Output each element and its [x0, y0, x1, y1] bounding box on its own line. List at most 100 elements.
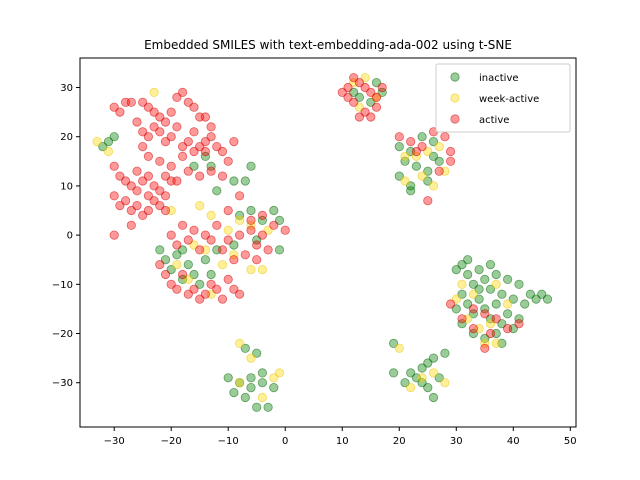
point-active-82: [280, 225, 290, 235]
y-tick-label-3: 0: [67, 231, 73, 242]
point-active-73: [178, 220, 188, 230]
point-inactive-17: [229, 240, 239, 250]
points-layer: [92, 73, 553, 412]
point-active-106: [229, 284, 239, 294]
point-active-39: [178, 151, 188, 161]
point-active-108: [223, 205, 233, 216]
point-inactive-68: [428, 353, 439, 363]
point-week-active-34: [417, 171, 427, 181]
point-active-8: [160, 117, 171, 127]
point-active-79: [246, 225, 256, 235]
y-tick-label-1: −20: [52, 329, 73, 340]
point-active-81: [269, 220, 279, 230]
point-inactive-4: [200, 151, 210, 161]
point-active-45: [195, 171, 205, 181]
legend-marker-week-active: [450, 93, 460, 103]
point-active-127: [394, 132, 404, 142]
point-active-25: [178, 142, 188, 152]
point-active-37: [155, 156, 165, 166]
point-inactive-72: [440, 348, 450, 358]
point-inactive-12: [257, 215, 267, 225]
point-inactive-38: [240, 392, 250, 403]
point-week-active-12: [257, 264, 267, 275]
point-active-76: [212, 220, 222, 230]
point-active-33: [223, 156, 233, 166]
point-active-46: [206, 166, 216, 176]
point-active-91: [252, 240, 262, 250]
point-inactive-23: [183, 259, 193, 270]
point-inactive-8: [240, 176, 250, 186]
point-inactive-109: [514, 279, 524, 289]
point-active-57: [160, 191, 171, 201]
point-active-47: [217, 171, 228, 181]
point-inactive-13: [269, 205, 279, 216]
point-inactive-82: [497, 289, 507, 299]
x-tick-label-5: 20: [393, 436, 406, 447]
point-active-44: [183, 166, 193, 176]
point-week-active-15: [217, 259, 228, 270]
point-inactive-78: [474, 264, 484, 275]
point-inactive-89: [480, 304, 490, 314]
point-active-59: [109, 191, 119, 201]
point-inactive-40: [263, 402, 273, 412]
point-inactive-46: [377, 87, 387, 98]
point-active-133: [445, 156, 456, 166]
point-active-134: [434, 166, 444, 176]
point-inactive-36: [269, 382, 279, 393]
point-active-3: [126, 97, 136, 107]
point-week-active-22: [274, 368, 285, 378]
point-inactive-34: [246, 373, 256, 383]
point-week-active-41: [440, 378, 450, 388]
point-inactive-87: [468, 309, 478, 319]
point-active-68: [160, 205, 171, 216]
point-week-active-35: [400, 176, 410, 186]
point-week-active-16: [172, 259, 182, 270]
x-tick-label-8: 50: [564, 436, 577, 447]
y-tick-label-2: −10: [52, 280, 73, 291]
point-week-active-19: [235, 338, 245, 348]
point-active-137: [445, 299, 456, 309]
point-active-19: [143, 132, 153, 142]
point-inactive-51: [428, 137, 439, 147]
point-inactive-2: [109, 132, 119, 142]
point-active-54: [143, 171, 153, 181]
point-week-active-47: [480, 338, 490, 348]
point-week-active-30: [411, 151, 421, 161]
legend-box: [435, 63, 571, 133]
x-tick-label-3: 0: [282, 436, 288, 447]
point-week-active-49: [468, 289, 478, 299]
point-active-89: [229, 255, 239, 265]
point-active-48: [109, 161, 119, 171]
x-tick-label-4: 10: [336, 436, 349, 447]
point-active-120: [377, 82, 387, 93]
point-active-145: [485, 328, 496, 339]
point-active-72: [126, 220, 136, 230]
x-tick-label-1: −20: [161, 436, 182, 447]
point-active-70: [143, 191, 153, 201]
point-active-110: [257, 210, 267, 220]
point-active-36: [143, 151, 153, 161]
point-active-56: [155, 186, 165, 196]
point-inactive-52: [400, 156, 410, 166]
point-inactive-6: [212, 186, 222, 196]
point-active-131: [440, 132, 450, 142]
point-active-41: [200, 146, 210, 157]
legend: inactive week-active active: [435, 63, 571, 133]
point-inactive-95: [514, 314, 524, 324]
point-active-26: [183, 137, 193, 147]
point-active-141: [491, 314, 501, 324]
point-week-active-37: [394, 343, 404, 353]
point-active-34: [229, 137, 239, 147]
point-week-active-29: [400, 151, 410, 161]
point-active-38: [166, 161, 176, 171]
point-inactive-50: [417, 132, 427, 142]
point-inactive-39: [252, 402, 262, 412]
point-inactive-3: [189, 161, 199, 171]
x-tick-label-6: 30: [450, 436, 463, 447]
point-active-16: [206, 122, 216, 132]
point-active-140: [480, 309, 490, 319]
point-active-118: [366, 87, 376, 98]
point-week-active-39: [417, 373, 427, 383]
point-inactive-101: [485, 259, 496, 270]
